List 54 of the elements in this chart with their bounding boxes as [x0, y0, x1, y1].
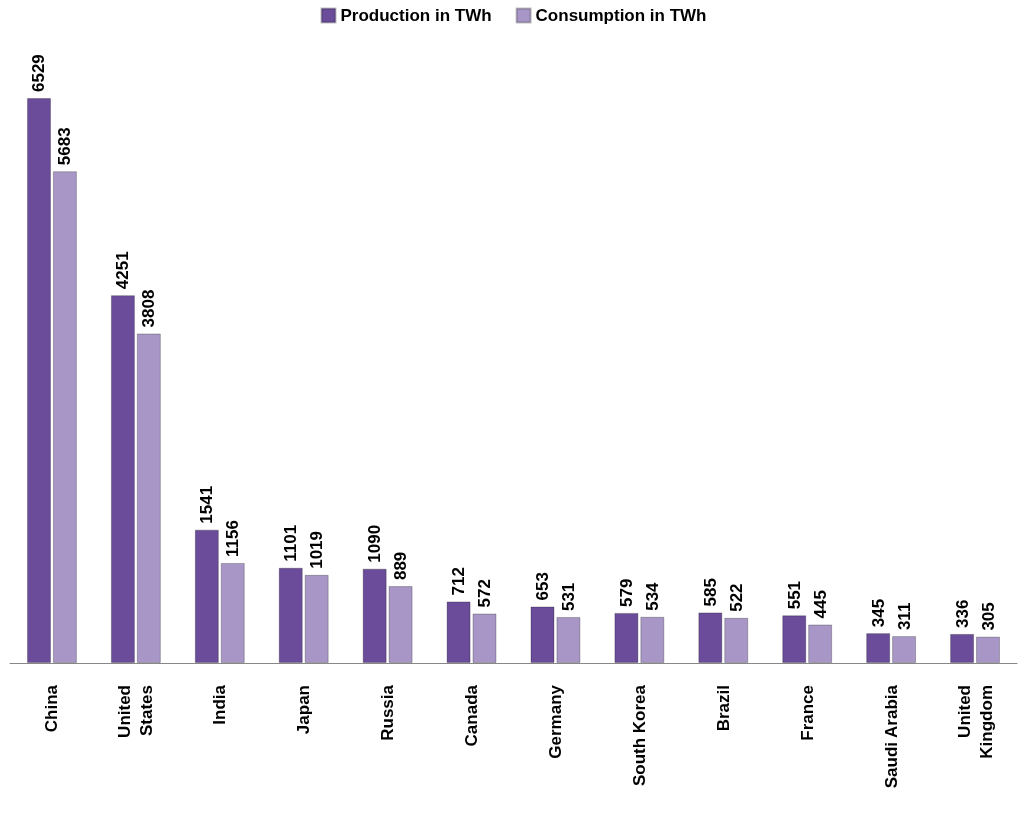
data-label: 345 — [868, 598, 888, 628]
data-label: 572 — [475, 579, 494, 608]
bar — [950, 633, 975, 663]
data-label: 551 — [784, 580, 804, 610]
bar — [220, 562, 245, 663]
x-tick-label: Russia — [378, 684, 398, 741]
data-label: 653 — [533, 572, 552, 601]
data-label: 579 — [616, 578, 636, 607]
legend-label: Production in TWh — [340, 6, 492, 25]
data-label: 1101 — [281, 524, 301, 562]
data-label: 1090 — [365, 524, 385, 563]
data-label: 4251 — [113, 251, 133, 290]
bar — [724, 617, 749, 663]
data-label: 1019 — [307, 530, 327, 569]
data-label: 1156 — [223, 520, 243, 557]
data-label: 336 — [952, 599, 972, 628]
x-tick-label: India — [210, 684, 230, 725]
x-tick-label: United States — [115, 685, 157, 738]
data-label: 522 — [726, 583, 746, 612]
bar — [194, 529, 219, 663]
data-label: 6529 — [29, 54, 49, 92]
bar — [52, 171, 77, 663]
bar — [110, 295, 135, 663]
data-label: 889 — [391, 551, 411, 581]
bar — [976, 636, 1000, 663]
data-label: 531 — [558, 582, 578, 612]
x-tick-label: Japan — [294, 685, 314, 735]
x-tick-label: Saudi Arabia — [881, 684, 901, 789]
x-tick-label: France — [797, 685, 817, 741]
bar — [808, 624, 833, 663]
data-label: 305 — [978, 602, 998, 631]
bar — [698, 612, 723, 663]
x-tick-label: Germany — [545, 684, 565, 759]
data-label: 712 — [449, 567, 469, 596]
bar — [304, 574, 329, 663]
bar — [866, 633, 891, 663]
bar — [278, 567, 303, 663]
data-label: 3808 — [139, 289, 159, 328]
x-tick-label: China — [42, 684, 62, 733]
x-tick-label: South Korea — [629, 684, 649, 787]
data-label: 445 — [810, 590, 830, 619]
legend-label: Consumption in TWh — [535, 6, 707, 25]
bar — [892, 636, 917, 663]
data-label: 5683 — [55, 127, 75, 166]
data-label: 311 — [894, 602, 914, 631]
bar — [136, 333, 161, 663]
bar — [27, 98, 51, 663]
x-tick-label: Canada — [462, 684, 482, 747]
x-tick-label: Brazil — [713, 685, 733, 732]
data-label: 585 — [700, 578, 720, 607]
data-label: 1541 — [197, 485, 217, 524]
x-tick-label: United Kingdom — [954, 685, 996, 759]
bar — [782, 615, 807, 663]
data-label: 534 — [642, 581, 662, 611]
